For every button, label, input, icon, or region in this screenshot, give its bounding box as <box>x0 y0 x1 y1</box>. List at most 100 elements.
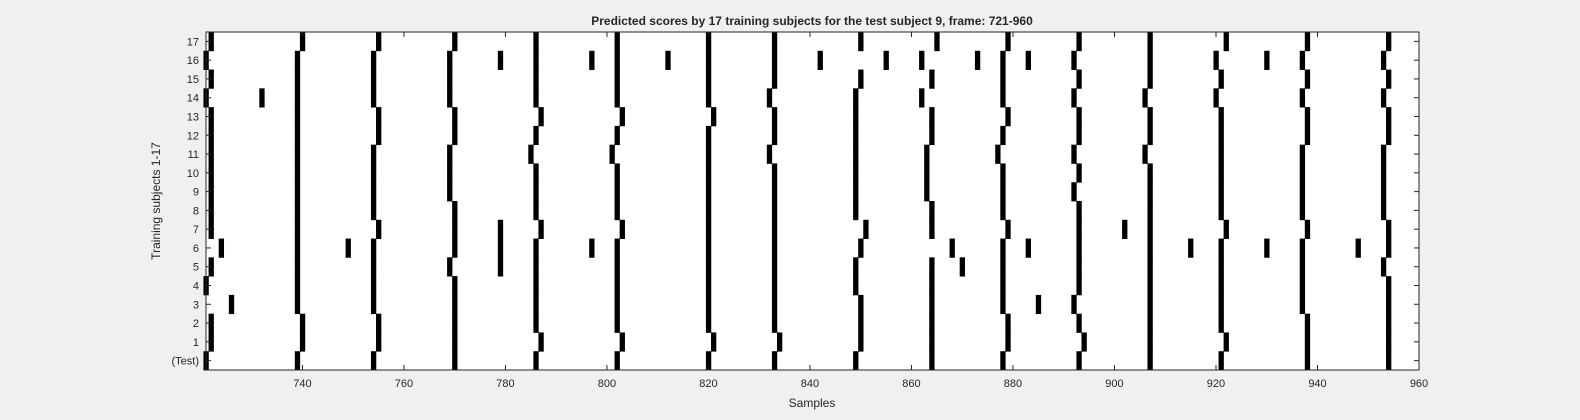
mark-row-17-5 <box>614 32 620 52</box>
x-tick-label-780: 780 <box>496 378 514 390</box>
mark-row-16-7 <box>614 50 620 70</box>
mark-row-16-2 <box>370 50 377 70</box>
mark-row-1-5 <box>619 332 625 352</box>
mark-row-9-8 <box>853 182 859 202</box>
mark-row-10-9 <box>924 163 930 183</box>
y-tick-label-12: 12 <box>187 130 199 142</box>
mark-row-8-10 <box>1000 201 1006 221</box>
mark-row-11-3 <box>447 144 453 164</box>
mark-row-7-4 <box>497 219 504 239</box>
mark-row-1-6 <box>711 332 717 352</box>
mark-row-7-2 <box>376 219 382 239</box>
mark-row-6-13 <box>1000 238 1006 258</box>
mark-row-9-15 <box>1380 182 1387 202</box>
mark-row-17-15 <box>1386 32 1392 52</box>
mark-row-1-7 <box>776 332 783 352</box>
mark-row-17-7 <box>771 32 778 52</box>
y-tick-label-7: 7 <box>193 224 199 236</box>
mark-row-14-11 <box>1000 88 1006 108</box>
mark-row-3-1 <box>294 294 301 315</box>
mark-row-3-11 <box>1035 294 1042 315</box>
mark-row-6-16 <box>1147 238 1153 258</box>
y-tick-label-11: 11 <box>188 149 199 161</box>
mark-row-4-5 <box>614 276 620 296</box>
mark-row-6-22 <box>1386 238 1392 258</box>
mark-row-2-13 <box>1218 313 1224 333</box>
mark-row-6-0 <box>218 238 225 258</box>
mark-row-4-4 <box>533 276 539 296</box>
mark-row-14-8 <box>766 88 773 108</box>
mark-row-2-15 <box>1386 313 1392 333</box>
mark-row-test-11 <box>1076 351 1082 371</box>
mark-row-17-9 <box>934 32 940 52</box>
mark-row-1-12 <box>1147 332 1153 352</box>
mark-row-13-14 <box>1304 107 1311 127</box>
mark-row-8-15 <box>1380 201 1387 221</box>
mark-row-13-1 <box>294 107 301 127</box>
mark-row-15-3 <box>447 69 453 89</box>
mark-row-9-10 <box>1000 182 1006 202</box>
mark-row-11-6 <box>705 144 712 164</box>
mark-row-17-3 <box>452 32 458 52</box>
mark-row-16-3 <box>447 50 453 70</box>
mark-row-13-2 <box>376 107 382 127</box>
x-tick-label-820: 820 <box>699 378 717 390</box>
mark-row-16-4 <box>497 50 504 70</box>
mark-row-13-10 <box>1005 107 1011 127</box>
mark-row-17-2 <box>376 32 382 52</box>
mark-row-6-4 <box>452 238 458 258</box>
mark-row-16-12 <box>883 50 889 70</box>
mark-row-9-0 <box>208 182 214 202</box>
mark-row-1-3 <box>452 332 458 352</box>
mark-row-7-3 <box>452 219 458 239</box>
mark-row-14-6 <box>614 88 620 108</box>
mark-row-12-5 <box>614 125 620 146</box>
mark-row-9-14 <box>1299 182 1306 202</box>
mark-row-6-5 <box>497 238 504 258</box>
mark-row-11-13 <box>1218 144 1224 164</box>
mark-row-14-4 <box>447 88 453 108</box>
mark-row-12-15 <box>1386 125 1392 146</box>
mark-row-5-15 <box>1218 257 1224 277</box>
mark-row-6-19 <box>1264 238 1270 258</box>
mark-row-5-6 <box>614 257 620 277</box>
y-tick-label-4: 4 <box>193 281 199 293</box>
mark-row-7-5 <box>538 219 544 239</box>
mark-row-6-11 <box>858 238 864 258</box>
mark-row-13-11 <box>1076 107 1082 127</box>
mark-row-4-15 <box>1386 276 1392 296</box>
plot-area <box>206 32 1419 370</box>
mark-row-17-1 <box>299 32 306 52</box>
mark-row-16-1 <box>294 50 301 70</box>
mark-row-14-14 <box>1213 88 1219 108</box>
mark-row-5-0 <box>208 257 214 277</box>
x-tick-label-920: 920 <box>1207 378 1225 390</box>
mark-row-8-13 <box>1218 201 1224 221</box>
y-tick-label-6: 6 <box>193 243 199 255</box>
mark-row-1-9 <box>929 332 935 352</box>
mark-row-1-15 <box>1386 332 1392 352</box>
mark-row-10-13 <box>1218 163 1224 183</box>
y-tick-label-10: 10 <box>187 168 199 180</box>
mark-row-16-17 <box>1071 50 1077 70</box>
mark-row-11-8 <box>853 144 859 164</box>
mark-row-6-8 <box>614 238 620 258</box>
y-tick-label-8: 8 <box>193 205 199 217</box>
mark-row-3-6 <box>705 294 712 315</box>
mark-row-4-10 <box>1000 276 1006 296</box>
mark-row-5-9 <box>853 257 859 277</box>
mark-row-11-1 <box>294 144 301 164</box>
mark-row-9-2 <box>370 182 377 202</box>
y-tick-label-13: 13 <box>187 112 199 124</box>
mark-row-17-14 <box>1304 32 1311 52</box>
mark-row-1-4 <box>538 332 544 352</box>
mark-row-16-10 <box>771 50 778 70</box>
mark-row-10-2 <box>370 163 377 183</box>
mark-row-5-4 <box>497 257 504 277</box>
mark-row-14-1 <box>259 88 265 108</box>
mark-row-15-10 <box>1000 69 1006 89</box>
mark-row-15-2 <box>370 69 377 89</box>
plot-frame <box>205 31 1420 371</box>
y-tick-label-5: 5 <box>193 262 199 274</box>
